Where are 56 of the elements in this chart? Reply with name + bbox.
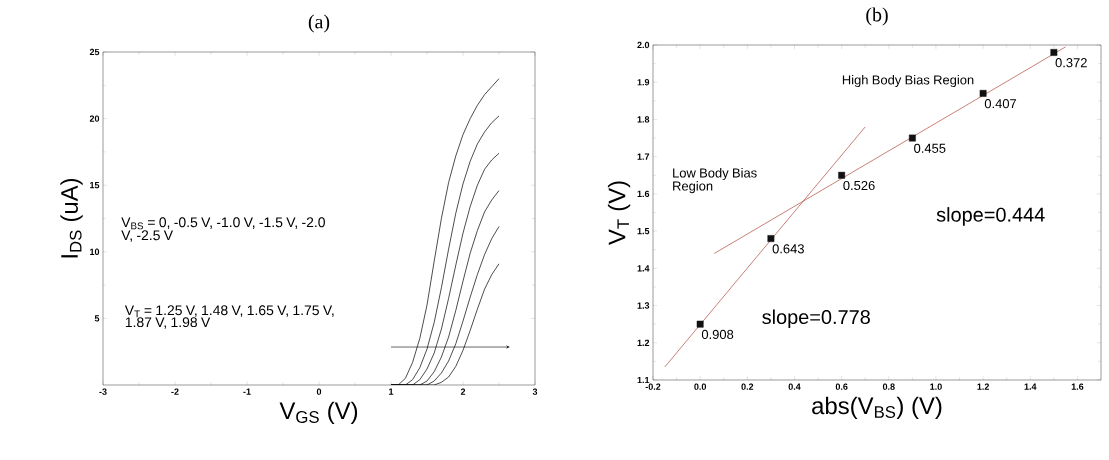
annotation: slope=0.444 bbox=[936, 207, 1045, 226]
x-axis-title: V$_{GS}$ (V) bbox=[279, 401, 358, 424]
chart-title: (a) bbox=[308, 14, 330, 33]
point bbox=[767, 235, 775, 242]
point bbox=[908, 134, 916, 142]
point bbox=[1050, 49, 1058, 56]
x-tick-label: -0.2 bbox=[645, 383, 661, 390]
x-tick-label: 1.6 bbox=[1071, 383, 1084, 390]
y-axis-title: V$_{T}$ (V) bbox=[607, 181, 631, 245]
y-axis-title: I$_{DS}$ (uA) bbox=[60, 178, 83, 258]
annotation: 0.526 bbox=[843, 180, 875, 191]
annotation: Low Body Bias Region bbox=[673, 168, 757, 194]
annotation: V$_{BS}$ = 0, -0.5 V, -1.0 V, -1.5 V, -2.0 V, -2.5 V bbox=[121, 217, 325, 242]
y-tick-label: 1.4 bbox=[637, 265, 650, 272]
y-tick-label: 1.6 bbox=[637, 190, 650, 198]
annotation: High Body Bias Region bbox=[842, 74, 974, 88]
y-tick-label: 25 bbox=[89, 48, 100, 56]
x-tick-label: 0.8 bbox=[882, 383, 895, 390]
annotation: slope=0.778 bbox=[762, 309, 870, 329]
y-tick-label: 2.0 bbox=[637, 41, 650, 49]
x-tick-label: -2 bbox=[171, 388, 179, 395]
y-tick-label: 5 bbox=[94, 315, 100, 322]
point bbox=[696, 320, 704, 328]
x-tick-label: 0 bbox=[316, 388, 322, 395]
x-tick-label: 3 bbox=[532, 388, 538, 395]
y-tick-label: 20 bbox=[89, 115, 100, 122]
y-tick-label: 1.9 bbox=[637, 79, 650, 86]
y-tick-label: 1.7 bbox=[637, 153, 650, 160]
x-tick-label: 0.0 bbox=[694, 383, 707, 390]
x-tick-label: 1 bbox=[389, 388, 394, 395]
point bbox=[838, 171, 846, 179]
annotation: 0.407 bbox=[984, 99, 1017, 109]
x-tick-label: 0.4 bbox=[788, 383, 801, 390]
x-tick-label: -3 bbox=[99, 388, 107, 395]
y-tick-label: 1.3 bbox=[637, 302, 650, 309]
y-tick-label: 1.8 bbox=[637, 116, 650, 123]
x-tick-label: 0.6 bbox=[835, 383, 848, 390]
annotation: 0.643 bbox=[772, 244, 804, 254]
y-tick-label: 15 bbox=[90, 182, 100, 189]
x-axis-title: abs(V$_{BS}$) (V) bbox=[812, 396, 942, 419]
point bbox=[979, 89, 987, 97]
x-tick-label: -1 bbox=[243, 388, 251, 395]
y-tick-label: 1.2 bbox=[637, 339, 650, 346]
annotation: 0.908 bbox=[701, 329, 734, 339]
x-tick-label: 2 bbox=[460, 388, 466, 395]
y-tick-label: 1.5 bbox=[637, 227, 650, 235]
y-tick-label: 10 bbox=[90, 248, 100, 255]
x-tick-label: 1.0 bbox=[930, 383, 942, 390]
annotation: V$_{T}$ = 1.25 V, 1.48 V, 1.65 V, 1.75 V, 1.87 V, 1.98 V bbox=[124, 305, 334, 329]
x-tick-label: 0.2 bbox=[741, 383, 754, 390]
chart-title: (b) bbox=[866, 7, 888, 26]
annotation: 0.372 bbox=[1055, 58, 1087, 68]
y-tick-label: 1.1 bbox=[637, 376, 650, 384]
annotation: 0.455 bbox=[914, 143, 946, 153]
x-tick-label: 1.4 bbox=[1024, 383, 1037, 390]
x-tick-label: 1.2 bbox=[977, 383, 989, 390]
